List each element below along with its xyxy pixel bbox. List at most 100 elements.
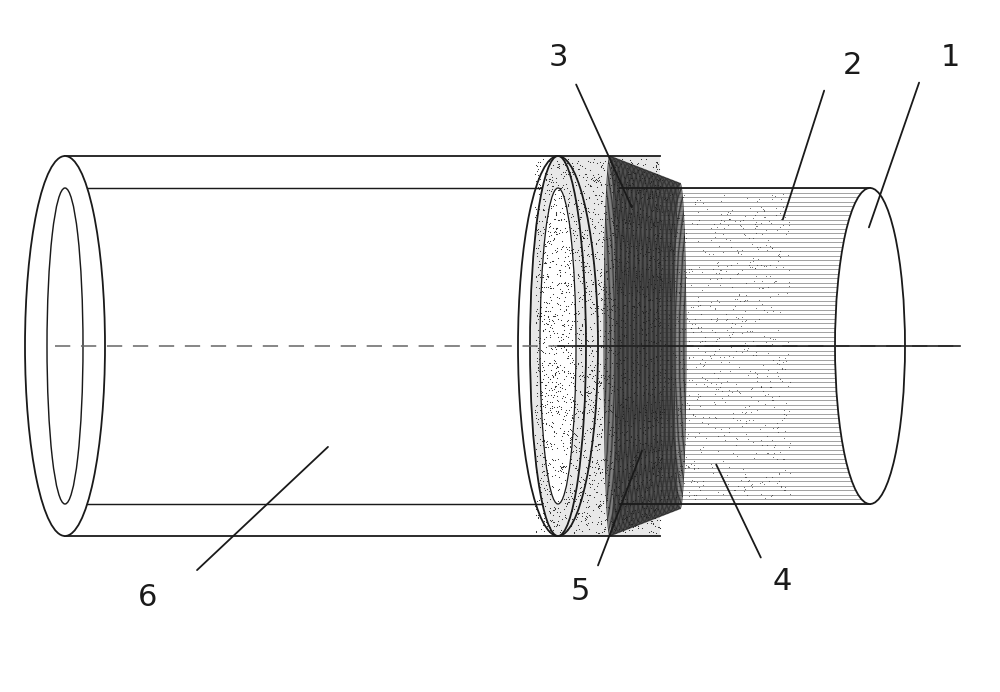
Point (641, 210, 657, 221)
Point (552, 206, 568, 217)
Point (590, 500, 606, 511)
Point (567, 254, 583, 265)
Point (538, 332, 554, 343)
Point (550, 495, 566, 507)
Point (625, 332, 641, 343)
Point (628, 267, 644, 278)
Point (614, 329, 630, 340)
Point (621, 179, 637, 190)
Point (644, 410, 660, 421)
Point (593, 378, 609, 389)
Point (625, 507, 641, 518)
Point (707, 227, 723, 238)
Point (642, 224, 658, 235)
Point (538, 342, 554, 353)
Point (614, 267, 630, 278)
Point (623, 186, 639, 197)
Point (558, 164, 574, 175)
Point (622, 500, 638, 511)
Point (537, 399, 553, 410)
Point (648, 330, 664, 341)
Point (602, 230, 618, 241)
Point (605, 260, 621, 271)
Point (603, 399, 619, 410)
Point (599, 214, 615, 225)
Point (535, 347, 551, 358)
Point (571, 462, 587, 473)
Point (639, 500, 655, 511)
Point (754, 439, 770, 450)
Point (652, 351, 668, 362)
Point (547, 367, 563, 379)
Point (560, 319, 576, 330)
Point (611, 524, 627, 535)
Point (647, 235, 663, 246)
Point (605, 261, 621, 272)
Point (637, 307, 653, 318)
Point (673, 464, 689, 475)
Point (707, 345, 723, 356)
Point (575, 339, 591, 350)
Point (581, 381, 597, 392)
Point (532, 405, 548, 416)
Point (634, 491, 650, 502)
Point (540, 270, 556, 281)
Point (704, 462, 720, 473)
Point (583, 435, 599, 446)
Point (538, 174, 554, 185)
Point (536, 313, 552, 324)
Point (672, 383, 688, 394)
Point (634, 478, 650, 489)
Point (705, 468, 721, 479)
Point (593, 179, 609, 190)
Point (606, 223, 622, 234)
Point (674, 491, 690, 502)
Point (650, 454, 666, 465)
Point (596, 298, 612, 309)
Point (576, 445, 592, 456)
Point (543, 295, 559, 306)
Point (528, 175, 544, 186)
Point (534, 216, 550, 227)
Point (662, 290, 678, 301)
Point (634, 329, 650, 340)
Point (663, 223, 679, 234)
Point (605, 279, 621, 290)
Point (591, 381, 607, 392)
Point (648, 188, 664, 199)
Point (593, 304, 609, 315)
Point (570, 509, 586, 520)
Point (605, 516, 621, 527)
Point (676, 190, 692, 201)
Point (565, 413, 581, 424)
Point (648, 156, 664, 167)
Point (777, 426, 793, 437)
Point (539, 395, 555, 406)
Point (676, 358, 692, 370)
Point (628, 225, 644, 236)
Point (546, 390, 562, 401)
Point (652, 406, 668, 417)
Point (690, 322, 706, 333)
Point (545, 525, 561, 536)
Point (638, 210, 654, 221)
Point (561, 215, 577, 226)
Point (660, 372, 676, 383)
Point (560, 280, 576, 291)
Point (662, 284, 678, 295)
Point (687, 410, 703, 421)
Point (601, 340, 617, 352)
Point (592, 498, 608, 509)
Point (551, 409, 567, 420)
Point (574, 389, 590, 400)
Point (690, 388, 706, 399)
Point (626, 324, 642, 335)
Point (729, 268, 745, 280)
Point (609, 182, 625, 193)
Point (767, 191, 783, 202)
Point (573, 260, 589, 271)
Point (541, 262, 557, 273)
Point (571, 476, 587, 487)
Point (635, 205, 651, 216)
Point (706, 219, 722, 230)
